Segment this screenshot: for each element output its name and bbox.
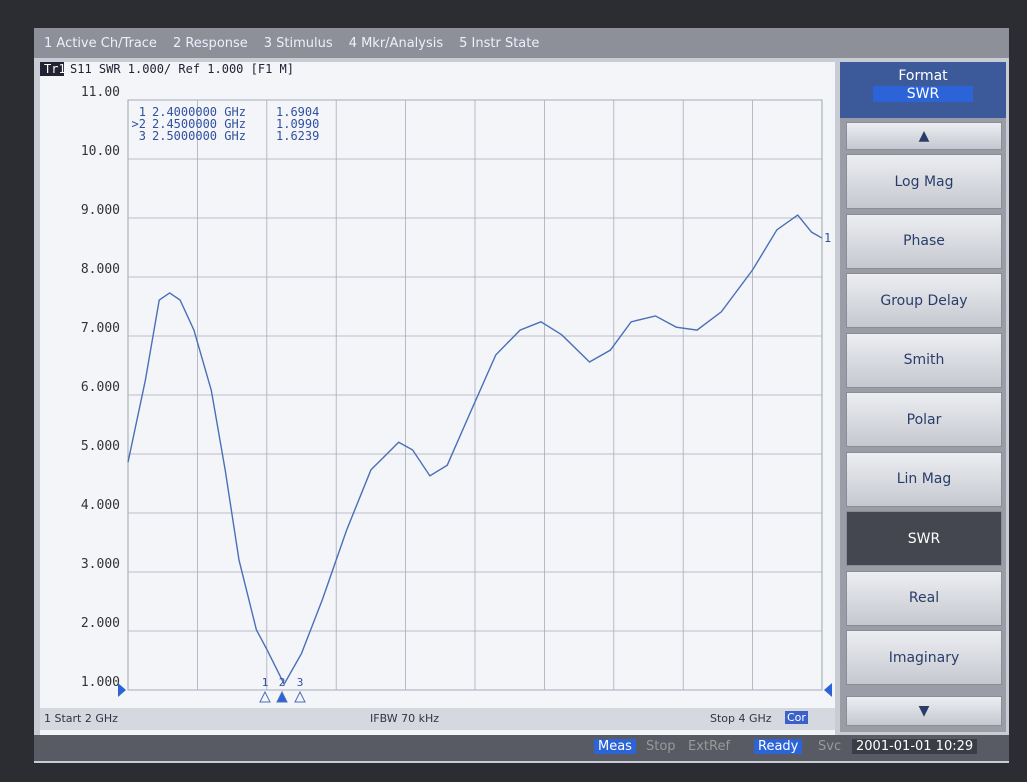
softkey-title: Format (898, 68, 948, 84)
plot-area: Tr1 S11 SWR 1.000/ Ref 1.000 [F1 M] 11.0… (40, 62, 835, 738)
marker-label: 1 (139, 105, 146, 119)
trace-header: S11 SWR 1.000/ Ref 1.000 [F1 M] (70, 62, 294, 76)
softkey-title-box: Format SWR (840, 62, 1006, 118)
marker-flag-label: 3 (297, 676, 304, 689)
menu-item[interactable]: 3 Stimulus (263, 35, 333, 51)
marker-value: 1.6904 (276, 105, 319, 119)
scroll-down[interactable]: ▼ (846, 696, 1002, 726)
trace-id: Tr1 (44, 62, 66, 76)
scroll-up[interactable]: ▲ (846, 122, 1002, 150)
marker-flag-label: 1 (262, 676, 269, 689)
chart: Tr1 S11 SWR 1.000/ Ref 1.000 [F1 M] 11.0… (40, 62, 832, 703)
y-tick-label: 3.000 (81, 557, 120, 572)
trace-badge (40, 62, 64, 76)
y-tick-label: 4.000 (81, 498, 120, 513)
start-freq: 1 Start 2 GHz (44, 712, 118, 725)
marker-value: 1.0990 (276, 117, 319, 131)
trace-end-label: 1 (824, 231, 831, 245)
marker-flag (276, 690, 288, 703)
ref-arrow-left (118, 683, 126, 697)
y-tick-label: 1.000 (81, 675, 120, 690)
y-tick-label: 10.00 (81, 144, 120, 159)
softkey[interactable]: SWR (846, 511, 1002, 566)
softkey[interactable]: Log Mag (846, 154, 1002, 209)
softkey[interactable]: Lin Mag (846, 451, 1002, 507)
footer: 1 Start 2 GHz IFBW 70 kHz Stop 4 GHz Cor (40, 708, 835, 730)
menu-item[interactable]: 4 Mkr/Analysis (348, 35, 444, 51)
softkey[interactable]: Imaginary (846, 630, 1002, 685)
ref-arrow-right (824, 683, 832, 697)
menu-bar: 1 Active Ch/Trace 2 Response 3 Stimulus 4 M… (34, 28, 1009, 58)
y-tick-label: 7.000 (81, 321, 120, 336)
menu-item[interactable]: 1 Active Ch/Trace (44, 35, 157, 51)
softkey-current: SWR (873, 86, 973, 102)
ifbw: IFBW 70 kHz (370, 712, 440, 725)
status-item: Meas (594, 739, 636, 754)
status-item: Svc (818, 739, 842, 754)
status-item: Stop (646, 739, 676, 754)
status-item: 2001-01-01 10:29 (852, 739, 978, 754)
status-item: Ready (754, 739, 803, 754)
menu-item[interactable]: 5 Instr State (459, 35, 540, 51)
y-tick-label: 9.000 (81, 203, 120, 218)
marker-freq: 2.5000000 GHz (152, 129, 246, 143)
trace (127, 214, 823, 686)
softkey-panel: Format SWR ▲ ▼ Log Mag Phase Group Delay Sm… (840, 62, 1006, 732)
y-tick-label: 6.000 (81, 380, 120, 395)
marker-label: >2 (132, 117, 146, 131)
status-bar: Meas Stop ExtRef Ready Svc 2001-01-01 10:29 (34, 735, 1009, 761)
marker-flag-label: 2 (279, 676, 286, 689)
menu-item[interactable]: 2 Response (172, 35, 248, 51)
analyzer-screen: 1 Active Ch/Trace 2 Response 3 Stimulus 4 M… (34, 28, 1009, 763)
softkey[interactable]: Smith (846, 332, 1002, 388)
marker-label: 3 (139, 129, 146, 143)
softkey[interactable]: Group Delay (846, 273, 1002, 328)
y-tick-label: 11.00 (81, 85, 120, 100)
cor-indicator: Cor (785, 711, 808, 724)
marker-flag (294, 690, 306, 703)
softkey[interactable]: Phase (846, 213, 1002, 269)
y-tick-label: 8.000 (81, 262, 120, 277)
softkey[interactable]: Real (846, 570, 1002, 626)
softkey[interactable]: Polar (846, 392, 1002, 447)
marker-flag (259, 690, 271, 703)
stop-freq: Stop 4 GHz (710, 712, 772, 725)
marker-freq: 2.4500000 GHz (152, 117, 246, 131)
y-tick-label: 5.000 (81, 439, 120, 454)
status-item: ExtRef (688, 739, 731, 754)
marker-value: 1.6239 (276, 129, 319, 143)
y-tick-label: 2.000 (81, 616, 120, 631)
marker-freq: 2.4000000 GHz (152, 105, 246, 119)
